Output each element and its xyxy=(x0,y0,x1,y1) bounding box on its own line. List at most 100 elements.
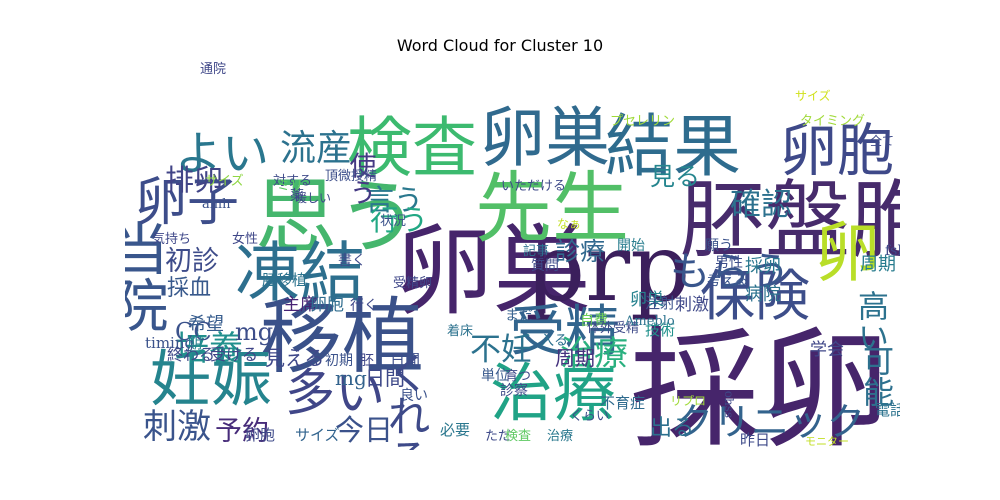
word-115: リプロ xyxy=(670,394,706,408)
word-83: 診察 xyxy=(500,382,528,399)
word-12: 治療 xyxy=(490,357,616,430)
word-113: なぁ xyxy=(557,217,581,231)
word-91: 着床 xyxy=(447,323,473,339)
word-18: 卵子 xyxy=(135,173,239,233)
word-46: 周期 xyxy=(555,346,595,370)
word-17: 保険 xyxy=(700,264,810,328)
word-51: 採卵 xyxy=(745,256,781,277)
word-34: 行う xyxy=(370,203,428,237)
word-21: くれる xyxy=(380,351,430,450)
word-43: 採血 xyxy=(167,276,211,301)
word-57: 卵胞 xyxy=(310,295,344,315)
word-33: 言う xyxy=(365,183,423,217)
word-99: 治療 xyxy=(547,429,573,444)
word-42: mg xyxy=(235,318,273,346)
word-116: サイズ xyxy=(795,88,831,103)
word-110: タイミング xyxy=(800,114,865,129)
word-70: 昨日 xyxy=(740,431,770,449)
word-29: 確認 xyxy=(730,187,792,223)
word-24: 流産 xyxy=(280,128,352,169)
word-26: 培養 xyxy=(175,329,243,369)
word-112: 暖しい xyxy=(295,191,331,205)
word-23: クリニック xyxy=(675,400,865,444)
word-60: timing xyxy=(145,334,195,352)
word-52: 周期 xyxy=(860,254,896,275)
word-77: 考える xyxy=(707,273,749,289)
word-84: 初期 xyxy=(325,352,353,369)
word-44: 出る xyxy=(650,416,694,441)
word-39: 診療 xyxy=(555,237,605,266)
word-38: 予約 xyxy=(215,416,269,447)
word-15: 当院 xyxy=(125,219,168,333)
word-30: 可能 xyxy=(857,345,893,407)
word-37: 初診 xyxy=(165,246,219,277)
word-96: くらい xyxy=(570,409,609,424)
word-3: 胚盤胞 xyxy=(680,172,900,271)
word-16: 受精 xyxy=(510,299,620,363)
word-117: モニター xyxy=(805,435,849,448)
word-75: 質問 xyxy=(531,258,559,274)
word-58: 終わる xyxy=(167,345,215,364)
word-20: よい xyxy=(175,127,269,182)
word-11: 卵 xyxy=(815,216,880,291)
word-98: 検査 xyxy=(505,429,531,444)
word-85: 胚 xyxy=(360,353,374,369)
word-76: 願う xyxy=(705,238,733,254)
word-72: fsh xyxy=(885,243,900,259)
word-65: 胚移植 xyxy=(262,271,307,289)
word-13: 妊娠 xyxy=(150,344,272,415)
word-10: 凍結 xyxy=(235,236,365,311)
word-109: プセレリン xyxy=(610,114,675,129)
word-95: 受精卵 xyxy=(393,276,432,291)
word-63: サイズ xyxy=(295,426,340,444)
word-100: Ameblo xyxy=(624,314,675,329)
word-66: 必要 xyxy=(440,421,470,439)
word-36: 使う xyxy=(345,152,377,206)
word-94: 体外受精 xyxy=(587,321,639,336)
word-73: 男性 xyxy=(715,255,743,271)
word-97: ただ xyxy=(485,429,511,444)
word-40: 見る xyxy=(650,162,700,191)
word-62: 日間 xyxy=(390,351,420,369)
word-4: 思う xyxy=(255,170,419,265)
word-64: 卵胞 xyxy=(245,426,275,444)
word-78: 書く xyxy=(338,253,366,269)
word-74: 開始 xyxy=(617,238,645,254)
word-22: もらう xyxy=(670,249,790,295)
word-102: いただける xyxy=(501,179,566,194)
word-2: prp xyxy=(525,214,690,323)
word-7: 結果 xyxy=(605,108,741,187)
word-50: 病院 xyxy=(745,284,781,305)
word-54: 卵巣 xyxy=(630,290,664,310)
word-6: 先生 xyxy=(475,165,629,254)
word-93: 記事 xyxy=(523,243,549,259)
word-79: 入る xyxy=(540,333,568,349)
word-35: 排卵 xyxy=(165,163,223,197)
word-86: 良い xyxy=(400,388,428,404)
word-114: ohss xyxy=(722,391,736,418)
word-81: 自費 xyxy=(580,313,608,329)
word-106: ミリ xyxy=(277,179,303,194)
word-87: まだ xyxy=(505,308,533,324)
word-48: 日間 xyxy=(365,366,405,390)
word-88: 薬 xyxy=(290,188,304,204)
word-61: 期 xyxy=(187,334,202,352)
word-5: 移植 xyxy=(260,290,424,385)
word-14: 卵胞 xyxy=(780,118,894,184)
word-19: 多い xyxy=(285,364,385,422)
word-82: 単位 xyxy=(481,368,509,384)
word-1: 卵巣 xyxy=(395,215,591,329)
word-105: サイズ xyxy=(205,173,244,189)
word-41: CC xyxy=(175,318,212,346)
word-67: 技術 xyxy=(645,321,675,339)
word-49: 希望 xyxy=(188,314,224,335)
word-32: 今日 xyxy=(335,413,393,447)
word-28: 不妊 xyxy=(470,332,532,368)
word-59: 受ける xyxy=(210,345,258,364)
word-56: 主席 xyxy=(283,295,317,315)
word-45: 見える xyxy=(265,346,324,370)
word-27: 治療 xyxy=(560,334,628,374)
word-9: 検査 xyxy=(347,111,477,186)
